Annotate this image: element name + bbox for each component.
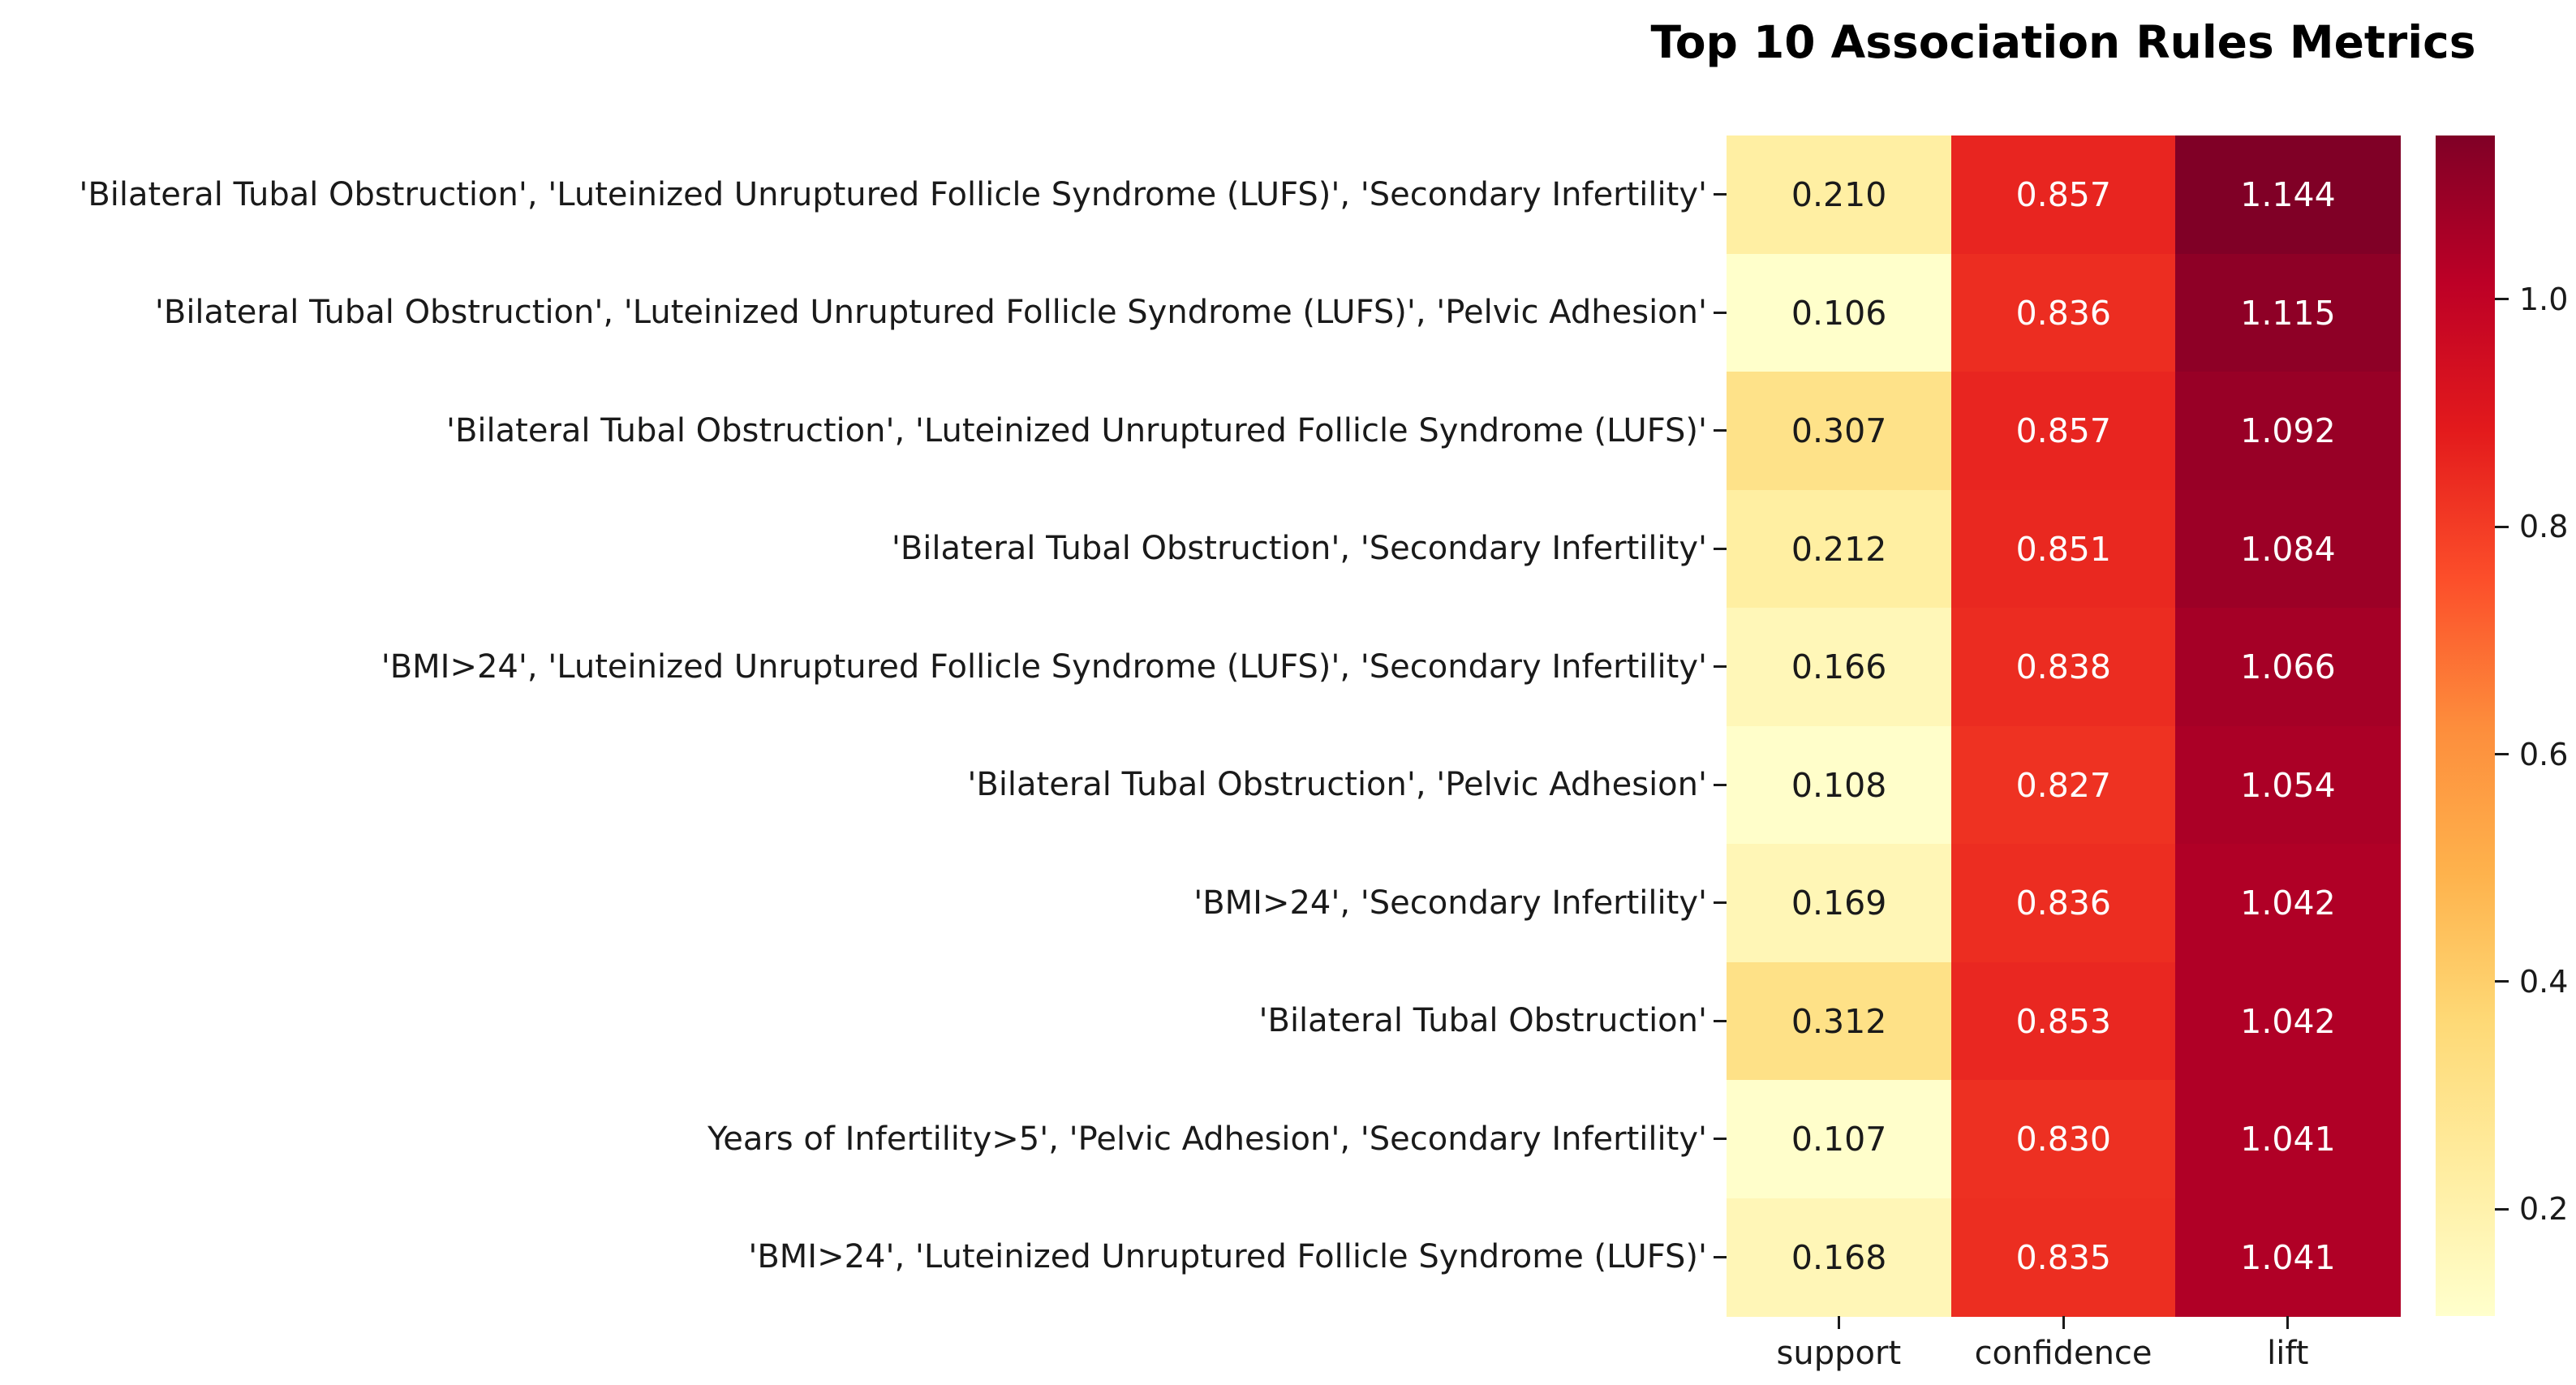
colorbar-tick-label: 0.2 — [2519, 1191, 2569, 1228]
y-tick-mark — [1714, 901, 1727, 905]
x-tick-mark — [2286, 1316, 2290, 1329]
heatmap-cell: 0.851 — [1950, 489, 2176, 609]
heatmap-cell: 0.853 — [1950, 961, 2176, 1081]
heatmap-cell: 0.307 — [1727, 372, 1952, 490]
heatmap-cell: 0.827 — [1950, 725, 2176, 845]
heatmap-cell: 1.144 — [2175, 135, 2401, 254]
row-label: 'BMI>24', 'Secondary Infertility' — [1193, 884, 1707, 922]
x-tick-mark — [1837, 1316, 1840, 1329]
column-label: confidence — [1974, 1335, 2152, 1372]
y-tick-mark — [1714, 1255, 1727, 1258]
y-tick-mark — [1714, 311, 1727, 314]
heatmap-cell: 0.166 — [1727, 608, 1952, 726]
row-label: 'Bilateral Tubal Obstruction' — [1258, 1002, 1708, 1040]
heatmap-cell: 1.115 — [2175, 253, 2401, 372]
column-label: lift — [2267, 1335, 2309, 1372]
x-tick-mark — [2062, 1316, 2065, 1329]
y-tick-mark — [1714, 783, 1727, 786]
heatmap-cell: 0.838 — [1950, 608, 2176, 726]
heatmap-cell: 1.092 — [2175, 372, 2401, 490]
y-tick-mark — [1714, 1019, 1727, 1022]
y-tick-mark — [1714, 429, 1727, 432]
row-label: 'Bilateral Tubal Obstruction', 'Secondar… — [891, 530, 1707, 568]
heatmap-cell: 1.084 — [2175, 489, 2401, 609]
colorbar-tick-label: 0.8 — [2519, 509, 2569, 545]
heatmap-cell: 0.857 — [1950, 372, 2176, 490]
heatmap-cell: 0.169 — [1727, 844, 1952, 962]
heatmap-cell: 0.857 — [1950, 135, 2176, 254]
column-label: support — [1776, 1335, 1902, 1372]
row-label: 'Bilateral Tubal Obstruction', 'Pelvic A… — [967, 766, 1707, 804]
chart-title: Top 10 Association Rules Metrics — [1650, 16, 2476, 68]
heatmap-cell: 1.041 — [2175, 1198, 2401, 1317]
row-label: Years of Infertility>5', 'Pelvic Adhesio… — [707, 1120, 1707, 1158]
heatmap-cell: 0.836 — [1950, 253, 2176, 372]
colorbar-tick-label: 0.6 — [2519, 736, 2569, 772]
heatmap-cell: 1.041 — [2175, 1080, 2401, 1198]
heatmap-cell: 0.212 — [1727, 489, 1952, 609]
heatmap-cell: 0.168 — [1727, 1198, 1952, 1317]
heatmap-cell: 0.312 — [1727, 961, 1952, 1081]
heatmap-cell: 0.830 — [1950, 1080, 2176, 1198]
colorbar-tick-mark — [2495, 980, 2509, 983]
row-label: 'Bilateral Tubal Obstruction', 'Luteiniz… — [445, 411, 1707, 449]
heatmap-cell: 0.836 — [1950, 844, 2176, 962]
y-tick-mark — [1714, 547, 1727, 550]
heatmap-cell: 0.210 — [1727, 135, 1952, 254]
colorbar-tick-label: 0.4 — [2519, 963, 2569, 1000]
heatmap-cell: 0.835 — [1950, 1198, 2176, 1317]
row-label: 'Bilateral Tubal Obstruction', 'Luteiniz… — [154, 294, 1707, 332]
heatmap-cell: 0.108 — [1727, 725, 1952, 845]
heatmap-cell: 1.042 — [2175, 961, 2401, 1081]
colorbar-tick-mark — [2495, 1207, 2509, 1211]
row-label: 'BMI>24', 'Luteinized Unruptured Follicl… — [748, 1238, 1707, 1276]
colorbar-tick-mark — [2495, 525, 2509, 528]
row-label: 'Bilateral Tubal Obstruction', 'Luteiniz… — [79, 175, 1707, 213]
colorbar-tick-mark — [2495, 753, 2509, 756]
y-tick-mark — [1714, 193, 1727, 196]
colorbar-tick-mark — [2495, 298, 2509, 301]
colorbar-tick-label: 1.0 — [2519, 281, 2569, 317]
heatmap-cell: 1.066 — [2175, 608, 2401, 726]
y-tick-mark — [1714, 665, 1727, 669]
colorbar — [2436, 135, 2495, 1316]
heatmap-cell: 1.054 — [2175, 725, 2401, 845]
heatmap-cell: 0.106 — [1727, 253, 1952, 372]
heatmap-cell: 0.107 — [1727, 1080, 1952, 1198]
heatmap-cell: 1.042 — [2175, 844, 2401, 962]
row-label: 'BMI>24', 'Luteinized Unruptured Follicl… — [381, 647, 1707, 686]
colorbar-gradient — [2436, 135, 2495, 1316]
y-tick-mark — [1714, 1138, 1727, 1141]
